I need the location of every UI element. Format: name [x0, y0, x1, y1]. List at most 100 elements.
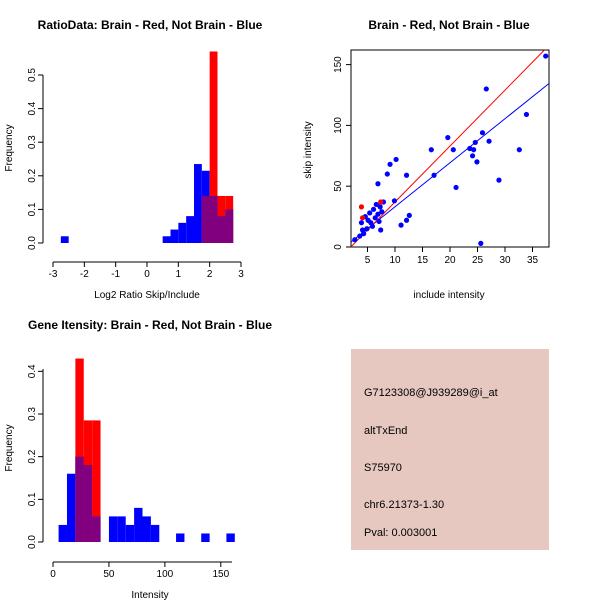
- scatter-point-not-brain-21: [384, 171, 390, 177]
- intensity-histogram-bars: [58, 358, 235, 542]
- ratio-y-tick-label: 0.2: [27, 168, 38, 182]
- scatter-point-not-brain-2: [358, 220, 365, 226]
- scatter-point-not-brain-25: [398, 222, 404, 228]
- ratio-bar-blue-17: [194, 164, 202, 243]
- scatter-point-not-brain-18: [378, 227, 384, 233]
- scatter-point-not-brain-26: [403, 217, 410, 223]
- ratio-x-tick-label: -3: [49, 269, 58, 280]
- scatter-point-not-brain-37: [472, 139, 478, 146]
- scatter-point-not-brain-12: [372, 215, 378, 221]
- scatter-point-not-brain-31: [445, 134, 451, 141]
- scatter-point-not-brain-6: [364, 226, 370, 232]
- scatter-y-label: skip intensity: [303, 121, 314, 178]
- scatter-x-ticks: 5 10 15 20 25 30 35: [365, 247, 539, 266]
- scatter-y-tick-label: 50: [333, 180, 344, 192]
- intensity-bar-blue-20: [226, 533, 235, 542]
- scatter-y-ticks: 0 50 100 150: [333, 56, 351, 250]
- intensity-y-label: Frequency: [4, 424, 15, 471]
- scatter-point-not-brain-42: [486, 138, 492, 144]
- scatter-point-not-brain-32: [450, 147, 456, 153]
- scatter-point-not-brain-39: [478, 240, 484, 246]
- scatter-point-not-brain-45: [523, 111, 530, 118]
- intensity-bar-blue-8: [125, 524, 135, 542]
- ratio-y-label: Frequency: [4, 124, 15, 171]
- scatter-y-tick-label: 100: [333, 117, 344, 134]
- intensity-bar-blue-9: [134, 507, 143, 542]
- scatter-fit-lines: [350, 49, 550, 248]
- scatter-point-not-brain-0: [352, 237, 358, 243]
- intensity-x-tick-label: 0: [50, 569, 56, 580]
- ratio-histogram-bars: [60, 51, 234, 244]
- scatter-x-tick-label: 25: [472, 255, 484, 266]
- scatter-panel: Brain - Red, Not Brain - Blue 5 10 15 20 25 3…: [303, 18, 550, 301]
- intensity-bar-blue-1: [66, 473, 76, 542]
- scatter-point-not-brain-36: [471, 147, 477, 153]
- ratio-y-tick-label: 0.3: [27, 135, 38, 149]
- scatter-fit-line-not-brain: [350, 83, 550, 243]
- ratio-y-tick-label: 0.4: [27, 101, 38, 115]
- location-text: chr6.21373-1.30: [364, 499, 444, 511]
- scatter-point-not-brain-22: [387, 161, 393, 167]
- scatter-y-tick-label: 0: [333, 244, 344, 250]
- scatter-point-brain-0: [358, 204, 365, 210]
- scatter-fit-line-brain: [350, 49, 545, 248]
- ratio-bar-red-19: [209, 51, 218, 244]
- scatter-x-tick-label: 20: [444, 255, 456, 266]
- intensity-histogram-panel: Gene Itensity: Brain - Red, Not Brain - …: [4, 318, 272, 600]
- ratio-bar-blue-16: [186, 216, 194, 243]
- ratio-x-tick-label: 3: [238, 269, 244, 280]
- intensity-y-tick-label: 0.3: [27, 407, 38, 421]
- probe-id-text: G7123308@J939289@i_at: [364, 387, 498, 399]
- scatter-point-not-brain-28: [403, 172, 410, 178]
- ratio-x-tick-label: -2: [80, 269, 89, 280]
- ratio-x-tick-label: -1: [111, 269, 120, 280]
- ratio-histogram-title: RatioData: Brain - Red, Not Brain - Blue: [38, 18, 263, 32]
- intensity-y-tick-label: 0.0: [27, 535, 38, 549]
- intensity-x-tick-label: 100: [157, 569, 174, 580]
- intensity-bar-blue-0: [58, 524, 67, 542]
- ratio-x-label: Log2 Ratio Skip/Include: [94, 290, 200, 301]
- scatter-point-not-brain-46: [543, 53, 549, 59]
- ratio-bar-blue-14: [170, 229, 179, 243]
- ratio-y-tick-label: 0.5: [27, 68, 38, 82]
- scatter-point-not-brain-40: [479, 130, 486, 136]
- intensity-bar-overlap-2: [75, 456, 84, 542]
- scatter-point-not-brain-44: [516, 147, 522, 153]
- ratio-bar-overlap-20: [217, 216, 226, 243]
- ratio-x-ticks: -3 -2 -1 0 1 2 3: [49, 262, 244, 280]
- intensity-bar-overlap-3: [83, 465, 93, 542]
- scatter-title: Brain - Red, Not Brain - Blue: [368, 18, 530, 32]
- ratio-y-ticks: 0.0 0.1 0.2 0.3 0.4 0.5: [27, 68, 43, 250]
- scatter-point-not-brain-33: [453, 184, 459, 191]
- ratio-bar-blue-15: [178, 222, 187, 243]
- scatter-point-not-brain-17: [379, 209, 385, 215]
- scatter-point-not-brain-30: [431, 172, 437, 178]
- intensity-histogram-title: Gene Itensity: Brain - Red, Not Brain - …: [28, 318, 272, 332]
- scatter-point-not-brain-8: [367, 210, 373, 216]
- scatter-x-tick-label: 15: [417, 255, 429, 266]
- scatter-point-not-brain-1: [357, 233, 363, 239]
- ratio-x-tick-label: 0: [144, 269, 150, 280]
- intensity-bar-blue-14: [176, 533, 185, 542]
- scatter-point-not-brain-11: [370, 206, 377, 212]
- scatter-point-not-brain-27: [406, 212, 412, 218]
- scatter-point-not-brain-15: [376, 218, 382, 225]
- scatter-point-not-brain-24: [391, 198, 398, 204]
- scatter-point-not-brain-19: [375, 181, 381, 187]
- ratio-x-tick-label: 1: [176, 269, 182, 280]
- intensity-x-label: Intensity: [131, 590, 168, 600]
- scatter-point-not-brain-16: [377, 204, 383, 210]
- scatter-point-not-brain-4: [361, 231, 367, 237]
- intensity-bar-blue-11: [150, 524, 160, 542]
- scatter-point-brain-2: [378, 199, 384, 205]
- scatter-point-not-brain-43: [496, 177, 502, 183]
- scatter-x-tick-label: 35: [527, 255, 539, 266]
- scatter-x-label: include intensity: [413, 290, 484, 301]
- scatter-x-tick-label: 30: [499, 255, 511, 266]
- info-panel-background: [351, 349, 549, 550]
- intensity-y-ticks: 0.0 0.1 0.2 0.3 0.4: [27, 364, 43, 549]
- ratio-y-tick-label: 0.1: [27, 202, 38, 216]
- scatter-point-brain-1: [359, 215, 366, 221]
- scatter-point-not-brain-14: [375, 211, 381, 217]
